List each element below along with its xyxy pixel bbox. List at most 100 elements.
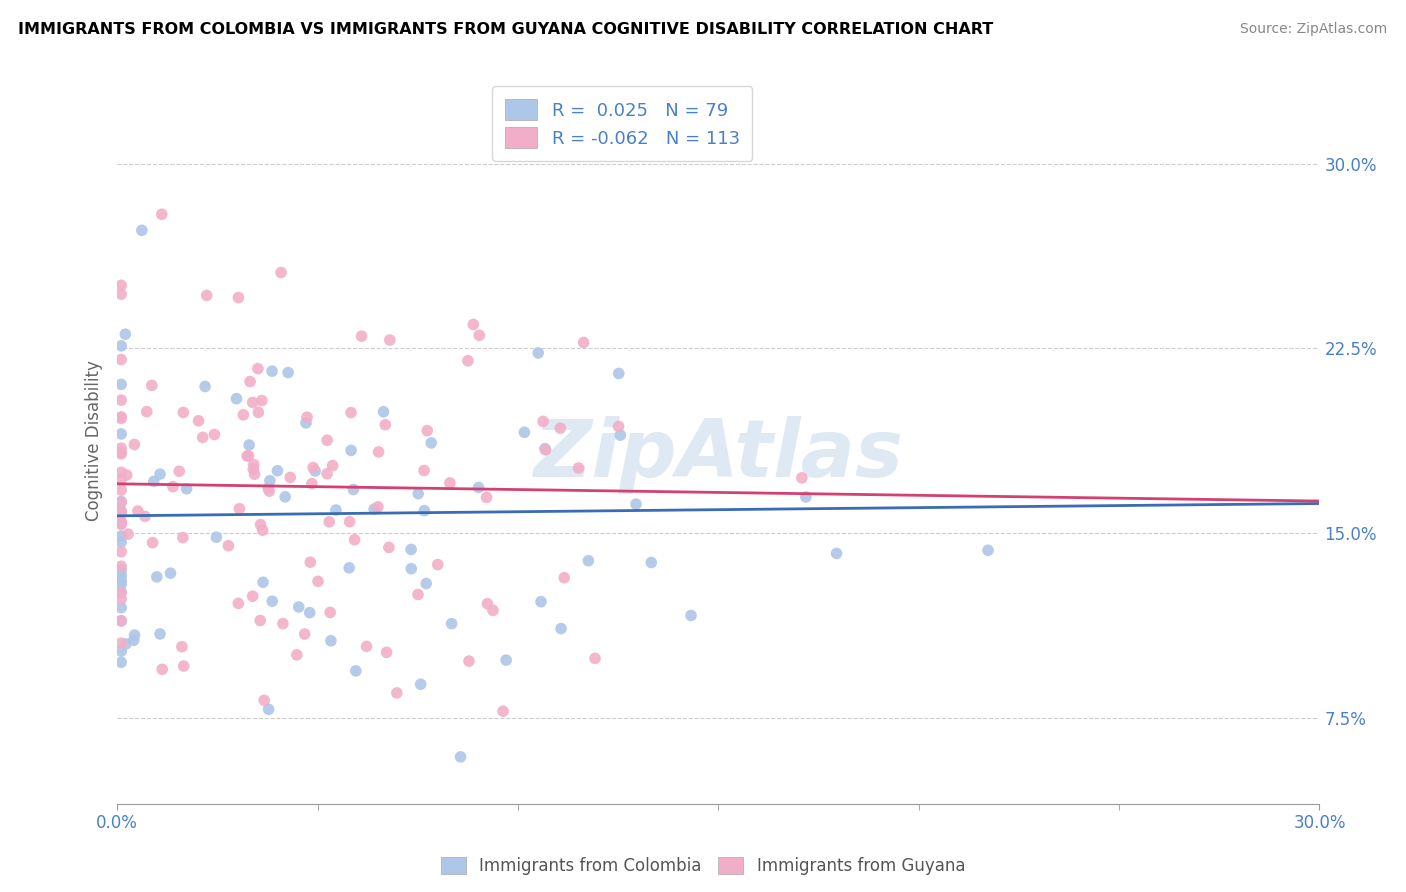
Point bbox=[415, 576, 437, 591]
Point bbox=[110, 644, 132, 658]
Point bbox=[110, 483, 132, 497]
Point bbox=[304, 464, 326, 478]
Point bbox=[191, 430, 214, 444]
Point bbox=[117, 527, 139, 541]
Point bbox=[246, 361, 269, 376]
Point bbox=[150, 207, 173, 221]
Point bbox=[318, 515, 340, 529]
Point bbox=[110, 377, 132, 392]
Point bbox=[340, 406, 363, 420]
Point bbox=[373, 405, 395, 419]
Point bbox=[242, 395, 264, 409]
Point bbox=[475, 491, 498, 505]
Point bbox=[262, 364, 284, 378]
Point bbox=[238, 438, 260, 452]
Point bbox=[271, 616, 294, 631]
Point bbox=[187, 414, 209, 428]
Point bbox=[262, 594, 284, 608]
Point bbox=[236, 449, 259, 463]
Point bbox=[110, 586, 132, 600]
Point bbox=[553, 571, 575, 585]
Point bbox=[127, 504, 149, 518]
Point bbox=[367, 500, 389, 514]
Point bbox=[794, 490, 817, 504]
Point bbox=[406, 486, 429, 500]
Point bbox=[110, 574, 132, 588]
Point bbox=[531, 414, 554, 428]
Point bbox=[110, 545, 132, 559]
Point bbox=[375, 645, 398, 659]
Point bbox=[232, 408, 254, 422]
Text: IMMIGRANTS FROM COLOMBIA VS IMMIGRANTS FROM GUYANA COGNITIVE DISABILITY CORRELAT: IMMIGRANTS FROM COLOMBIA VS IMMIGRANTS F… bbox=[18, 22, 994, 37]
Point bbox=[124, 437, 146, 451]
Y-axis label: Cognitive Disability: Cognitive Disability bbox=[86, 360, 103, 521]
Point bbox=[295, 410, 318, 425]
Point bbox=[513, 425, 536, 440]
Point bbox=[287, 600, 309, 615]
Point bbox=[295, 416, 318, 430]
Point bbox=[325, 503, 347, 517]
Point bbox=[150, 662, 173, 676]
Point bbox=[378, 541, 401, 555]
Point bbox=[110, 287, 132, 301]
Point bbox=[242, 589, 264, 603]
Point bbox=[247, 405, 270, 419]
Point bbox=[350, 329, 373, 343]
Point bbox=[110, 559, 132, 574]
Point bbox=[337, 561, 360, 575]
Point bbox=[363, 502, 385, 516]
Point bbox=[440, 616, 463, 631]
Point bbox=[477, 597, 499, 611]
Text: ZipAtlas: ZipAtlas bbox=[533, 417, 903, 494]
Point bbox=[534, 442, 557, 456]
Point bbox=[467, 481, 489, 495]
Point bbox=[142, 475, 165, 489]
Point bbox=[270, 265, 292, 279]
Point bbox=[110, 504, 132, 518]
Point bbox=[110, 393, 132, 408]
Point bbox=[239, 375, 262, 389]
Point bbox=[495, 653, 517, 667]
Point bbox=[124, 628, 146, 642]
Legend: R =  0.025   N = 79, R = -0.062   N = 113: R = 0.025 N = 79, R = -0.062 N = 113 bbox=[492, 87, 752, 161]
Point bbox=[492, 704, 515, 718]
Point bbox=[243, 467, 266, 482]
Point bbox=[242, 462, 264, 476]
Point bbox=[110, 584, 132, 599]
Point bbox=[228, 501, 250, 516]
Point bbox=[110, 600, 132, 615]
Point bbox=[110, 495, 132, 509]
Point bbox=[172, 405, 194, 419]
Point bbox=[322, 458, 344, 473]
Point bbox=[367, 445, 389, 459]
Point bbox=[409, 677, 432, 691]
Point bbox=[110, 591, 132, 606]
Point bbox=[159, 566, 181, 581]
Point bbox=[243, 458, 266, 472]
Point bbox=[342, 483, 364, 497]
Point bbox=[468, 328, 491, 343]
Point bbox=[249, 614, 271, 628]
Point bbox=[170, 640, 193, 654]
Point bbox=[527, 346, 550, 360]
Point bbox=[141, 378, 163, 392]
Point bbox=[463, 318, 485, 332]
Point bbox=[439, 475, 461, 490]
Point bbox=[420, 436, 443, 450]
Point bbox=[307, 574, 329, 589]
Point bbox=[316, 434, 339, 448]
Point bbox=[110, 352, 132, 367]
Point bbox=[194, 379, 217, 393]
Point bbox=[583, 651, 606, 665]
Point bbox=[110, 504, 132, 518]
Point bbox=[339, 515, 361, 529]
Point bbox=[110, 535, 132, 549]
Point bbox=[110, 506, 132, 520]
Point bbox=[110, 411, 132, 425]
Point bbox=[110, 441, 132, 455]
Point bbox=[406, 587, 429, 601]
Point bbox=[679, 608, 702, 623]
Point bbox=[401, 562, 423, 576]
Point bbox=[640, 556, 662, 570]
Point bbox=[202, 427, 225, 442]
